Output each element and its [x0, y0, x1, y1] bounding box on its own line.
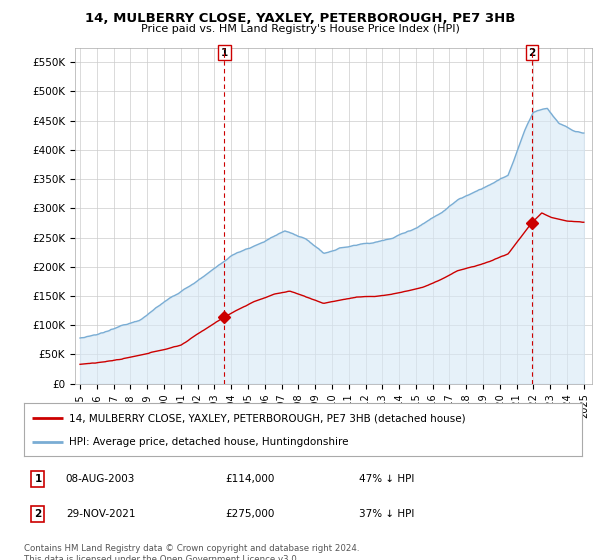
- Text: 14, MULBERRY CLOSE, YAXLEY, PETERBOROUGH, PE7 3HB (detached house): 14, MULBERRY CLOSE, YAXLEY, PETERBOROUGH…: [68, 413, 465, 423]
- Text: 14, MULBERRY CLOSE, YAXLEY, PETERBOROUGH, PE7 3HB: 14, MULBERRY CLOSE, YAXLEY, PETERBOROUGH…: [85, 12, 515, 25]
- Text: Price paid vs. HM Land Registry's House Price Index (HPI): Price paid vs. HM Land Registry's House …: [140, 24, 460, 34]
- Text: 47% ↓ HPI: 47% ↓ HPI: [359, 474, 414, 484]
- Text: 29-NOV-2021: 29-NOV-2021: [66, 509, 136, 519]
- Text: £114,000: £114,000: [225, 474, 274, 484]
- Text: HPI: Average price, detached house, Huntingdonshire: HPI: Average price, detached house, Hunt…: [68, 436, 348, 446]
- Text: 08-AUG-2003: 08-AUG-2003: [66, 474, 135, 484]
- Text: Contains HM Land Registry data © Crown copyright and database right 2024.
This d: Contains HM Land Registry data © Crown c…: [24, 544, 359, 560]
- Text: 2: 2: [528, 48, 535, 58]
- Text: 1: 1: [221, 48, 228, 58]
- Text: 37% ↓ HPI: 37% ↓ HPI: [359, 509, 414, 519]
- Text: £275,000: £275,000: [225, 509, 274, 519]
- Text: 1: 1: [34, 474, 41, 484]
- Text: 2: 2: [34, 509, 41, 519]
